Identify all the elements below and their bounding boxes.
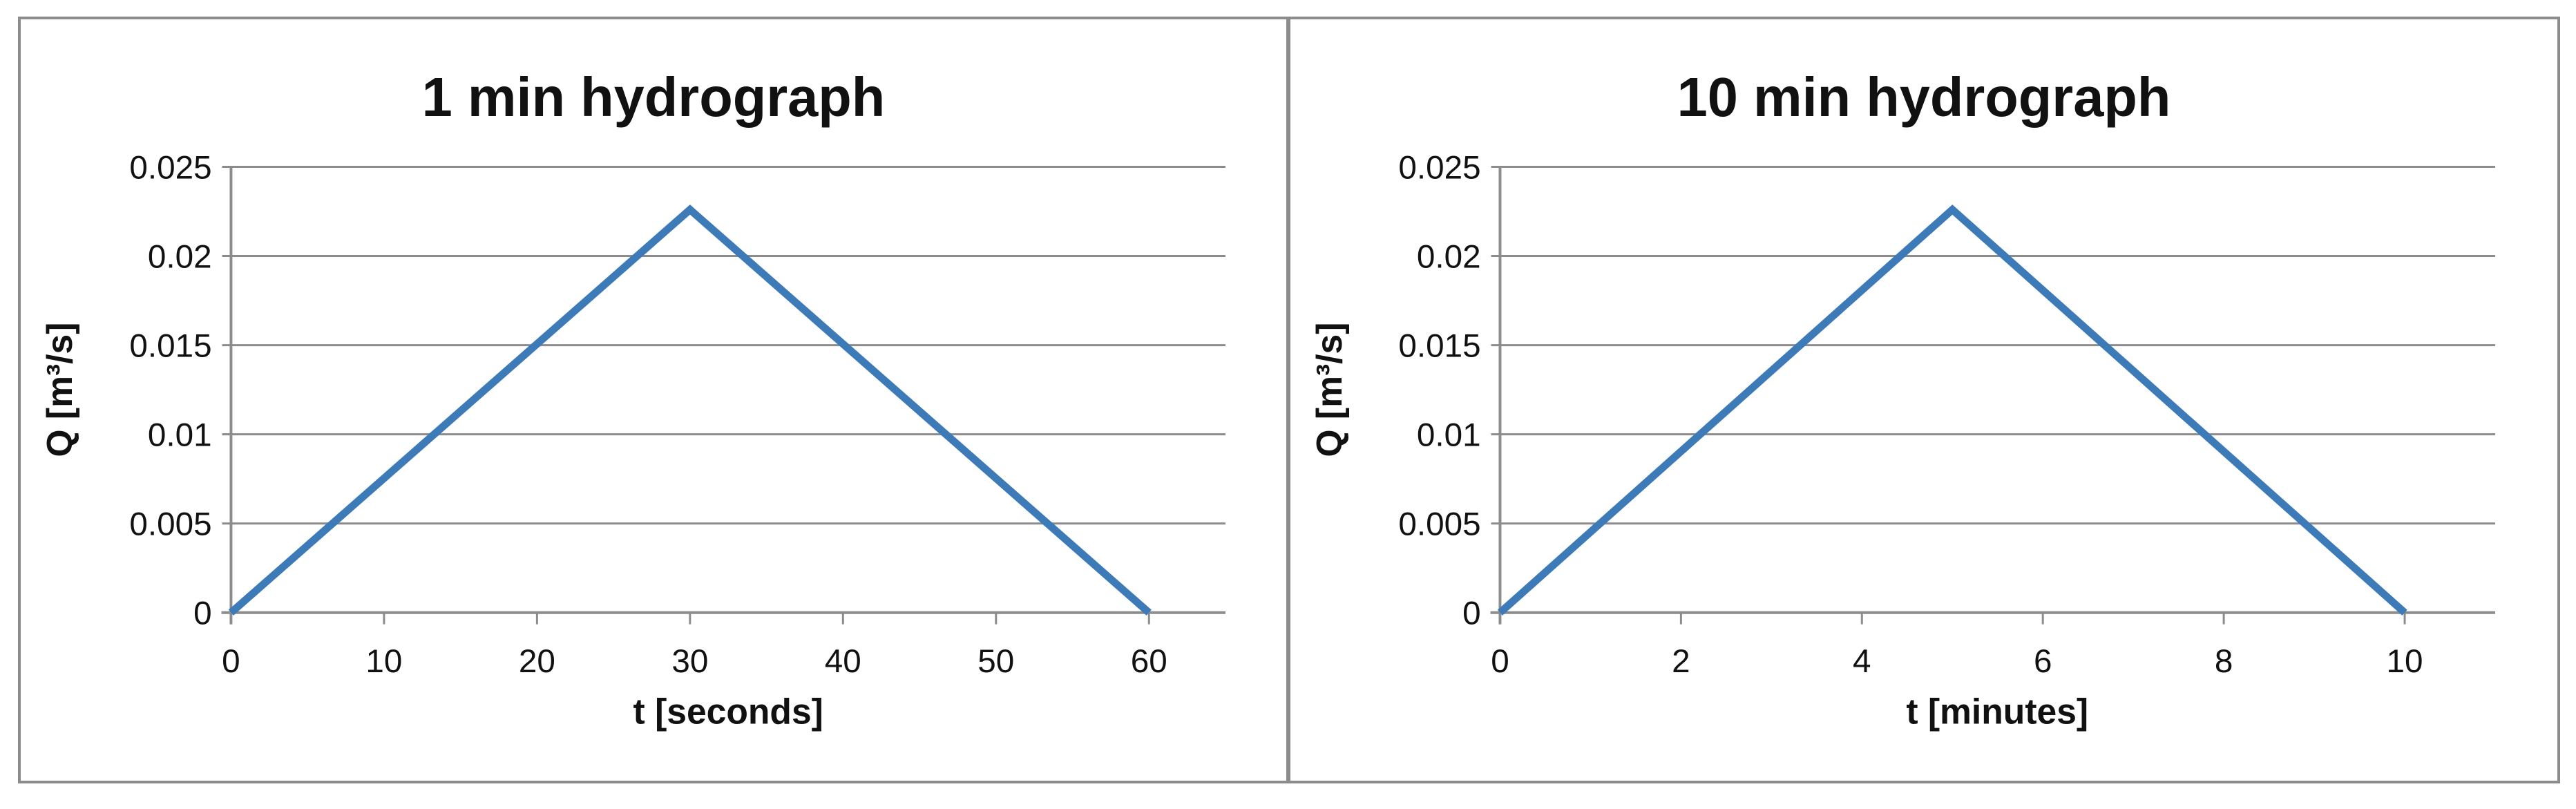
chart-title: 10 min hydrograph (1677, 66, 2171, 128)
x-tick-label: 10 (2387, 643, 2423, 680)
y-tick-label: 0.025 (1398, 149, 1480, 186)
x-tick-label: 60 (1131, 643, 1167, 680)
chart-plot-layer: 0 2 4 6 8 10 0 0.005 0.01 0.015 0.02 0.025 (1398, 149, 2495, 680)
y-tick-label: 0 (1462, 596, 1481, 632)
chart-title: 1 min hydrograph (422, 66, 886, 128)
chart-1min-hydrograph: 0 10 20 30 40 50 60 0 0.005 0.01 0.015 0.02 0.025 1 … (39, 66, 1225, 732)
y-axis-title: Q [m³/s] (39, 323, 79, 457)
x-tick-label: 10 (365, 643, 402, 680)
y-tick-label: 0.005 (1398, 506, 1480, 543)
series-line (1497, 204, 2407, 616)
y-tick-label: 0.025 (129, 149, 211, 186)
chart-plot-layer: 0 10 20 30 40 50 60 0 0.005 0.01 0.015 0.02 0.025 (129, 149, 1225, 680)
figure-frame: 0 10 20 30 40 50 60 0 0.005 0.01 0.015 0.02 0.025 1 … (18, 17, 2560, 783)
y-tick-label: 0.02 (1417, 238, 1481, 275)
y-axis-title: Q [m³/s] (1309, 323, 1349, 457)
series-line (228, 204, 1152, 616)
x-tick-label: 8 (2215, 643, 2233, 680)
y-tick-label: 0.005 (129, 506, 211, 543)
y-tick-label: 0.02 (148, 238, 212, 275)
x-axis-title: t [seconds] (633, 692, 823, 732)
chart-10min-hydrograph: 0 2 4 6 8 10 0 0.005 0.01 0.015 0.02 0.025 10 min h… (1309, 66, 2495, 732)
panel-divider (1286, 19, 1290, 781)
y-tick-label: 0.01 (1417, 417, 1481, 454)
x-tick-label: 4 (1853, 643, 1871, 680)
y-tick-label: 0.01 (148, 417, 212, 454)
y-tick-label: 0.015 (1398, 327, 1480, 364)
x-axis-title: t [minutes] (1906, 692, 2088, 732)
y-tick-label: 0 (193, 596, 212, 632)
x-tick-label: 2 (1672, 643, 1690, 680)
x-tick-label: 20 (519, 643, 555, 680)
x-tick-label: 30 (671, 643, 708, 680)
y-tick-label: 0.015 (129, 327, 211, 364)
x-tick-label: 50 (977, 643, 1014, 680)
x-tick-label: 0 (1491, 643, 1509, 680)
x-tick-label: 6 (2034, 643, 2052, 680)
x-tick-label: 0 (222, 643, 240, 680)
x-tick-label: 40 (825, 643, 861, 680)
